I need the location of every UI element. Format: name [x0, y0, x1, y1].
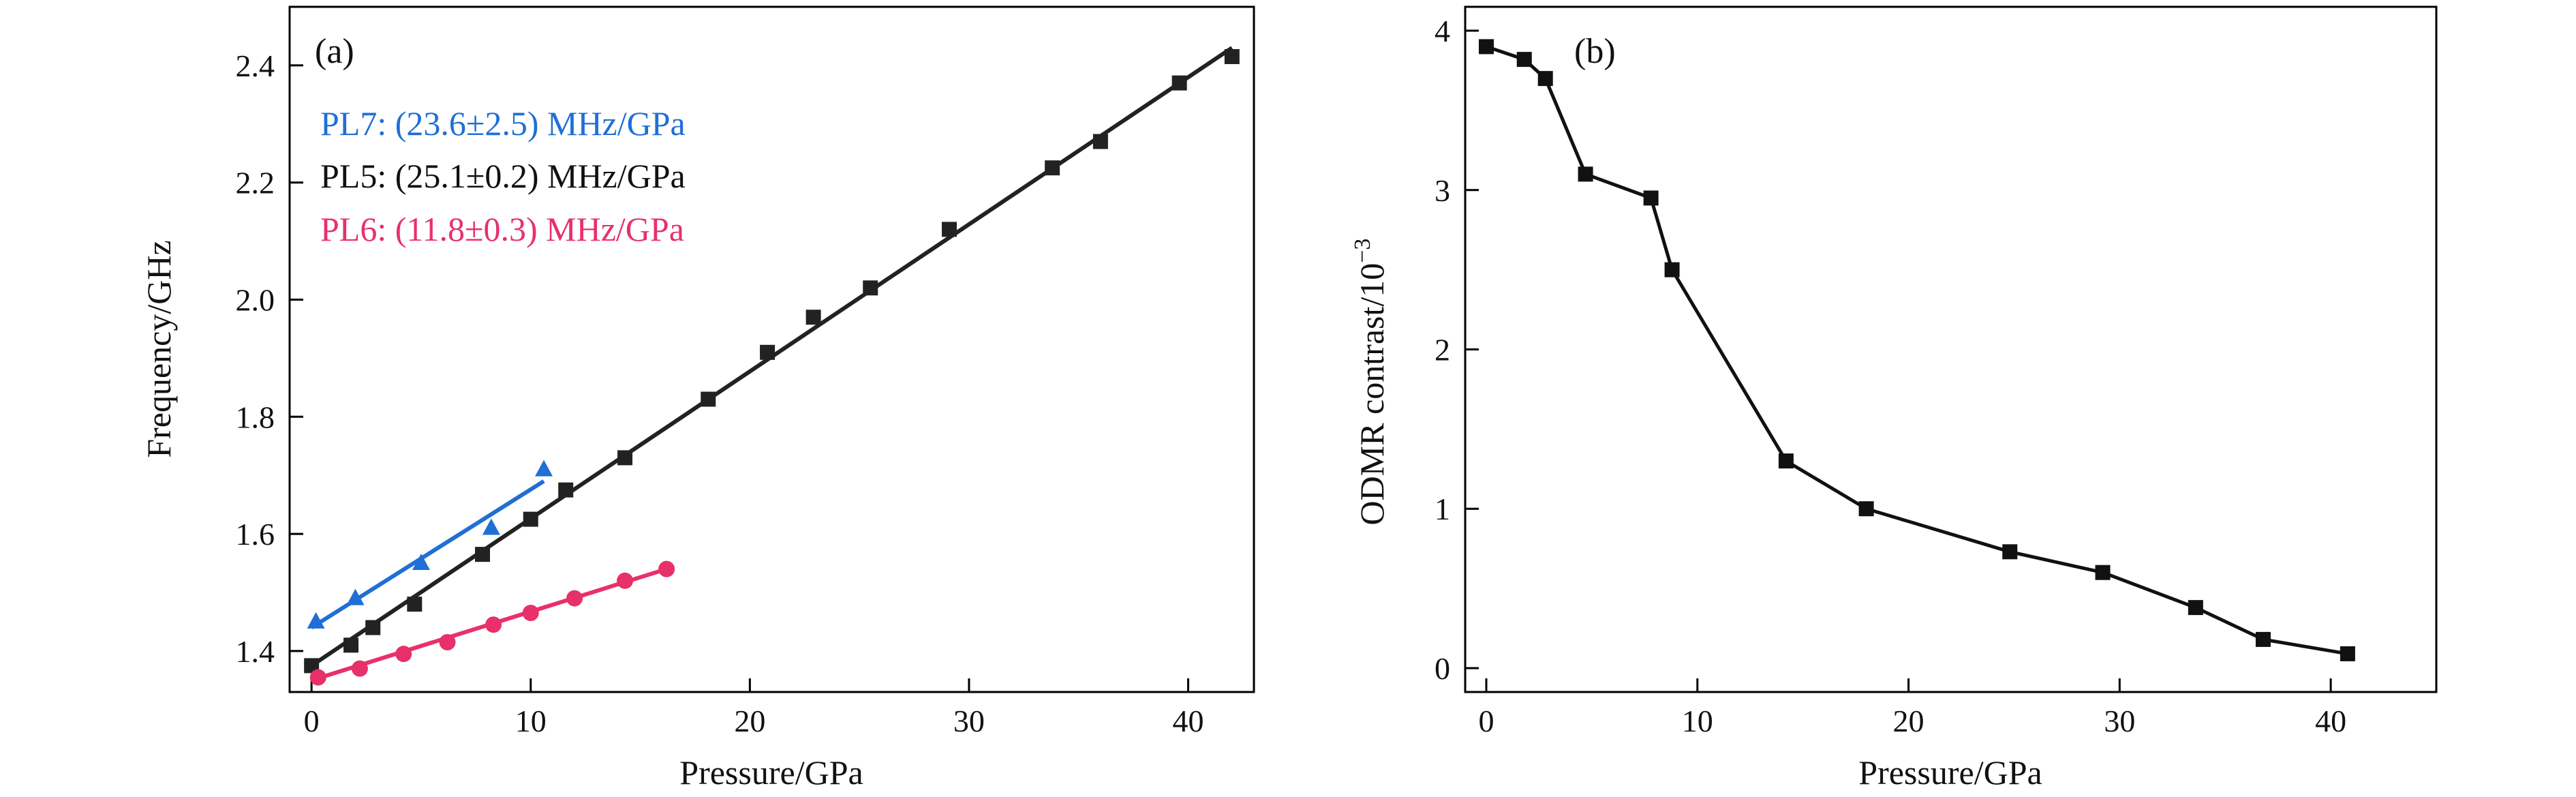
panel-b-x-tick-label: 30	[2104, 704, 2135, 738]
data-point-odmr	[1578, 166, 1593, 182]
data-point-pl6	[309, 669, 326, 686]
panel-a-y-tick-label: 2.0	[236, 282, 275, 317]
data-point-odmr	[1858, 501, 1874, 517]
data-point-pl5	[558, 482, 574, 498]
panel-b-y-tick-label: 2	[1435, 333, 1450, 367]
panel-b-data-points	[1478, 39, 2355, 661]
panel-a: 0 10 20 30 40 1.4 1.6 1.8 2.0 2.2 2.4 (a) PL7: (2…	[140, 5, 1255, 792]
panel-b-series-line	[1486, 45, 2348, 656]
data-point-odmr	[2340, 646, 2355, 661]
data-point-odmr	[2095, 565, 2111, 580]
data-point-odmr	[1643, 190, 1659, 206]
data-point-odmr	[1516, 52, 1532, 67]
odmr-contrast-line	[1486, 45, 2348, 656]
data-point-pl7	[412, 554, 430, 571]
panel-a-x-axis-label: Pressure/GPa	[679, 753, 863, 792]
panel-b-y-axis-label-main: ODMR contrast/10	[1353, 263, 1391, 526]
panel-a-plot-frame	[288, 5, 1255, 693]
panel-b-y-axis-label: ODMR contrast/10−3	[1350, 239, 1391, 526]
panel-a-y-tick-label: 1.6	[236, 517, 275, 552]
panel-a-x-tick-label: 10	[515, 704, 547, 738]
data-point-pl5	[863, 280, 878, 296]
panel-a-y-tick-label: 1.8	[236, 400, 275, 434]
data-point-pl5	[343, 637, 359, 653]
data-point-pl6	[566, 590, 583, 607]
panel-a-y-axis-label: Frequency/GHz	[140, 240, 178, 457]
data-point-pl5	[806, 310, 821, 325]
data-point-pl6	[485, 616, 502, 633]
panel-b-y-axis-label-exponent: −3	[1350, 239, 1375, 263]
legend-entry-pl5: PL5: (25.1±0.2) MHz/GPa	[320, 157, 686, 195]
data-point-pl5	[760, 344, 776, 360]
panel-a-data-points	[304, 49, 1240, 686]
panel-b-y-tick-label: 4	[1435, 14, 1450, 48]
data-point-pl5	[1171, 75, 1187, 91]
data-point-pl6	[658, 560, 675, 577]
panel-b-y-ticks: 0 1 2 3 4	[1435, 14, 1479, 686]
panel-b-x-tick-label: 20	[1893, 704, 1925, 738]
panel-a-label: (a)	[315, 32, 354, 71]
data-point-odmr	[1537, 71, 1553, 87]
data-point-pl7	[482, 518, 500, 535]
panel-b-y-tick-label: 3	[1435, 173, 1450, 208]
data-point-pl7	[346, 588, 365, 605]
panel-b-x-ticks: 0 10 20 30 40	[1478, 678, 2346, 738]
data-point-pl7	[535, 460, 553, 477]
panel-b-plot-frame	[1464, 5, 2438, 693]
panel-a-y-tick-label: 1.4	[236, 634, 275, 669]
data-point-pl5	[304, 658, 320, 674]
legend-entry-pl7: PL7: (23.6±2.5) MHz/GPa	[320, 104, 686, 142]
panel-a-legend: PL7: (23.6±2.5) MHz/GPa PL5: (25.1±0.2) …	[320, 104, 686, 248]
panel-b-x-tick-label: 10	[1682, 704, 1713, 738]
data-point-odmr	[2255, 631, 2271, 647]
data-point-odmr	[2188, 600, 2203, 616]
data-point-pl5	[1092, 134, 1108, 149]
data-point-pl6	[617, 572, 634, 589]
data-point-pl5	[701, 391, 716, 407]
panel-a-x-tick-label: 20	[734, 704, 765, 738]
data-point-pl7	[307, 612, 325, 629]
panel-b-x-axis-label: Pressure/GPa	[1858, 753, 2042, 792]
panel-a-x-tick-label: 30	[953, 704, 985, 738]
data-point-pl6	[395, 646, 412, 663]
panel-b-label: (b)	[1574, 32, 1616, 71]
data-point-pl5	[475, 547, 490, 562]
data-point-pl5	[523, 511, 538, 527]
fit-line-pl7	[310, 479, 545, 630]
panel-a-x-ticks: 0 10 20 30 40	[304, 678, 1204, 738]
data-point-pl5	[1045, 160, 1060, 176]
data-point-pl5	[1224, 49, 1240, 65]
panel-b-y-tick-label: 0	[1435, 651, 1450, 686]
panel-b-x-tick-label: 0	[1478, 704, 1494, 738]
panel-b-y-tick-label: 1	[1435, 492, 1450, 526]
data-point-odmr	[1478, 39, 1494, 55]
data-point-pl6	[351, 660, 368, 677]
data-point-pl5	[941, 222, 957, 237]
data-point-odmr	[2002, 544, 2018, 560]
legend-entry-pl6: PL6: (11.8±0.3) MHz/GPa	[320, 210, 684, 248]
panel-a-x-tick-label: 40	[1173, 704, 1204, 738]
panel-a-y-ticks: 1.4 1.6 1.8 2.0 2.2 2.4	[236, 48, 303, 669]
data-point-pl6	[522, 605, 539, 622]
panel-a-y-tick-label: 2.4	[236, 48, 275, 83]
data-point-odmr	[1664, 262, 1680, 277]
data-point-pl5	[407, 597, 423, 612]
panel-b: 0 10 20 30 40 0 1 2 3 4 (b) Pressure/GPa ODMR co…	[1350, 5, 2438, 792]
data-point-pl5	[365, 620, 381, 635]
panel-b-x-tick-label: 40	[2315, 704, 2346, 738]
panel-a-y-tick-label: 2.2	[236, 166, 275, 200]
data-point-pl5	[617, 450, 633, 466]
data-point-pl6	[439, 633, 456, 650]
panel-a-x-tick-label: 0	[304, 704, 320, 738]
data-point-odmr	[1778, 453, 1794, 469]
